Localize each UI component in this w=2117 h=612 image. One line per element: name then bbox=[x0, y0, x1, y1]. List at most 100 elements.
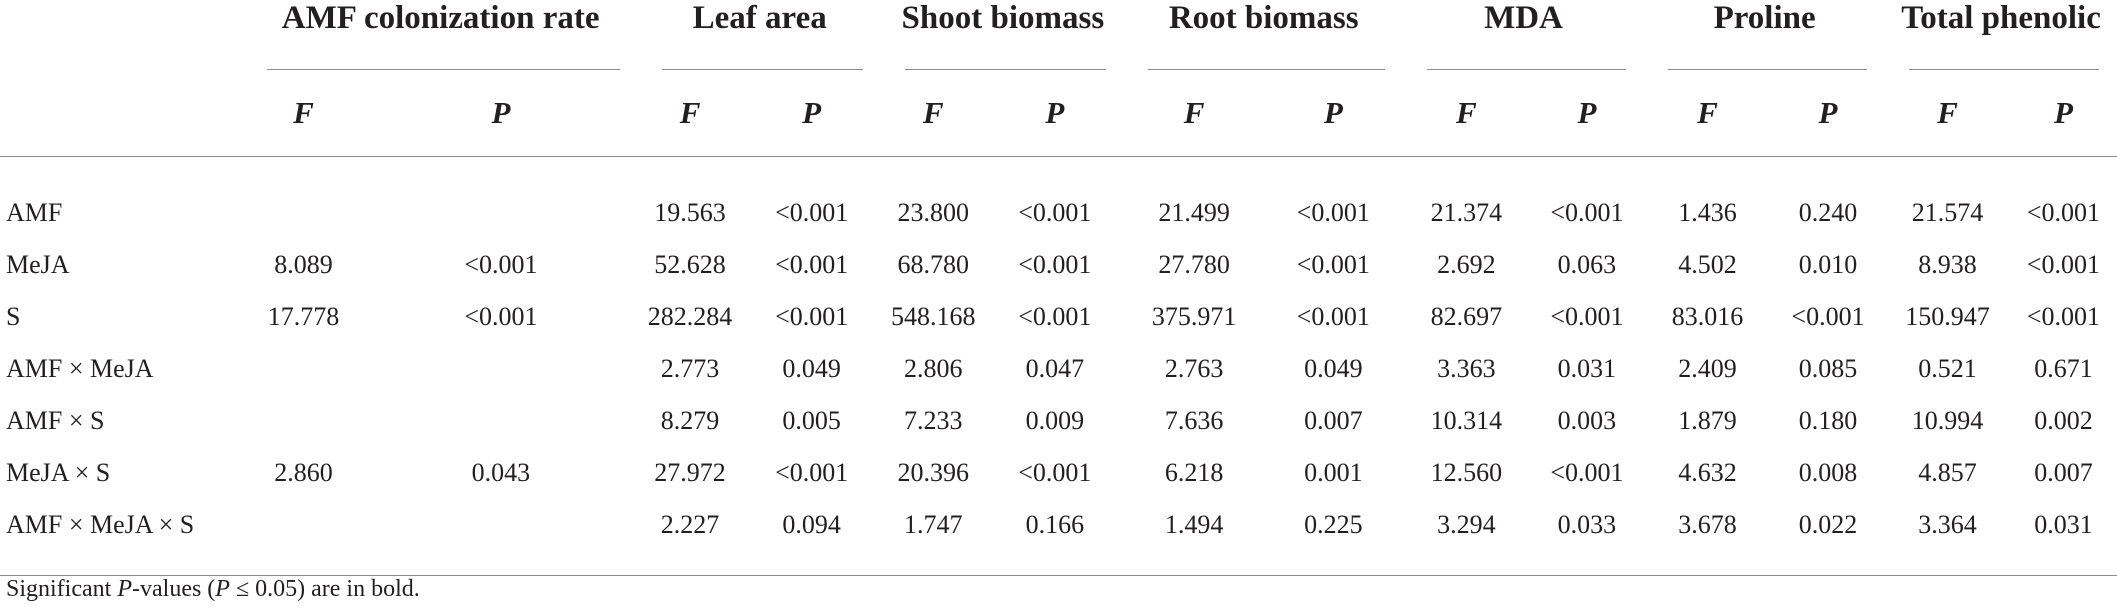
row-label: S bbox=[6, 302, 21, 331]
footnote-mid: -values ( bbox=[132, 576, 216, 602]
corner-cell bbox=[0, 0, 243, 44]
f-value: 2.860 bbox=[274, 458, 333, 487]
f-value: 10.994 bbox=[1911, 406, 1984, 435]
p-value: <0.001 bbox=[1018, 302, 1092, 331]
footnote-p-symbol-2: P bbox=[215, 576, 230, 602]
f-value: 21.374 bbox=[1430, 198, 1503, 227]
subheader-p: P bbox=[1577, 95, 1597, 130]
f-value: 17.778 bbox=[267, 302, 340, 331]
p-value: <0.001 bbox=[1296, 198, 1370, 227]
p-value: <0.001 bbox=[775, 458, 849, 487]
f-value: 19.563 bbox=[654, 198, 726, 227]
p-value: 0.022 bbox=[1798, 510, 1858, 539]
f-value: 4.632 bbox=[1678, 458, 1737, 487]
f-value: 8.938 bbox=[1918, 250, 1977, 279]
f-value: 20.396 bbox=[897, 458, 969, 487]
f-value: 1.436 bbox=[1678, 198, 1737, 227]
table-row: S 17.778 <0.001 282.284 <0.001 548.168 <0.001 3… bbox=[0, 291, 2117, 343]
p-value: <0.001 bbox=[1550, 198, 1624, 227]
p-value: 0.225 bbox=[1304, 510, 1363, 539]
f-value: 1.747 bbox=[903, 510, 963, 539]
p-value: 0.180 bbox=[1798, 406, 1858, 435]
group-header-root-biomass: Root biomass bbox=[1168, 0, 1359, 36]
table-row: AMF × MeJA × S 2.227 0.094 1.747 0.166 1.494 0… bbox=[0, 499, 2117, 551]
table-body: AMF 19.563 <0.001 23.800 <0.001 21.499 <0.001 2… bbox=[0, 156, 2117, 576]
footnote-p-symbol: P bbox=[117, 576, 132, 602]
f-value: 23.800 bbox=[897, 198, 969, 227]
row-label: AMF × MeJA × S bbox=[6, 510, 195, 539]
p-value: 0.049 bbox=[1304, 354, 1363, 383]
p-value: <0.001 bbox=[775, 250, 849, 279]
p-value bbox=[364, 343, 638, 395]
anova-table: AMF colonization rate Leaf area Shoot biom… bbox=[0, 0, 2117, 576]
f-value bbox=[243, 395, 364, 447]
table-row: MeJA × S 2.860 0.043 27.972 <0.001 20.396 <0.0… bbox=[0, 447, 2117, 499]
subheader-f: F bbox=[679, 95, 701, 130]
p-value: 0.166 bbox=[1025, 510, 1085, 539]
p-value bbox=[364, 499, 638, 551]
p-value: <0.001 bbox=[1018, 250, 1092, 279]
group-rule bbox=[1124, 44, 1403, 70]
f-value: 2.763 bbox=[1164, 354, 1224, 383]
group-rule bbox=[881, 44, 1124, 70]
f-value: 27.972 bbox=[654, 458, 726, 487]
subheader-p: P bbox=[1818, 95, 1838, 130]
f-value: 3.364 bbox=[1918, 510, 1977, 539]
group-header-leaf-area: Leaf area bbox=[692, 0, 827, 36]
p-value: <0.001 bbox=[775, 302, 849, 331]
f-value: 82.697 bbox=[1430, 302, 1503, 331]
f-value: 1.879 bbox=[1678, 406, 1737, 435]
f-value bbox=[243, 499, 364, 551]
p-value: <0.001 bbox=[1550, 302, 1624, 331]
p-value: <0.001 bbox=[1018, 198, 1092, 227]
p-value: <0.001 bbox=[1018, 458, 1092, 487]
f-value: 548.168 bbox=[890, 302, 976, 331]
subheader-f: F bbox=[293, 95, 314, 130]
row-label: MeJA bbox=[6, 250, 70, 279]
table-footnote: Significant P-values (P ≤ 0.05) are in b… bbox=[6, 576, 420, 603]
subheader-f: F bbox=[1697, 95, 1718, 130]
f-value: 21.499 bbox=[1158, 198, 1230, 227]
f-value: 52.628 bbox=[654, 250, 726, 279]
group-header-shoot-biomass: Shoot biomass bbox=[901, 0, 1105, 36]
p-value: 0.671 bbox=[2034, 354, 2093, 383]
p-value: <0.001 bbox=[1550, 458, 1624, 487]
row-label: MeJA × S bbox=[6, 458, 111, 487]
p-value: 0.047 bbox=[1025, 354, 1085, 383]
p-value: 0.010 bbox=[1798, 250, 1858, 279]
row-label: AMF × MeJA bbox=[6, 354, 154, 383]
p-value: 0.085 bbox=[1798, 354, 1858, 383]
f-value: 83.016 bbox=[1671, 302, 1744, 331]
group-header-proline: Proline bbox=[1713, 0, 1816, 36]
f-value: 2.692 bbox=[1437, 250, 1496, 279]
subheader-p: P bbox=[802, 95, 822, 130]
p-value: <0.001 bbox=[1296, 250, 1370, 279]
subheader-f: F bbox=[1456, 95, 1477, 130]
table-row: AMF × S 8.279 0.005 7.233 0.009 7.636 0.007 10.… bbox=[0, 395, 2117, 447]
footnote-post: ≤ 0.05) are in bold. bbox=[229, 576, 420, 602]
f-value: 2.806 bbox=[903, 354, 963, 383]
subheader-p: P bbox=[1323, 95, 1343, 130]
subheader-p: P bbox=[1045, 95, 1065, 130]
f-value bbox=[243, 343, 364, 395]
f-value: 3.678 bbox=[1678, 510, 1737, 539]
p-value bbox=[364, 187, 638, 239]
p-value: 0.063 bbox=[1557, 250, 1617, 279]
p-value: <0.001 bbox=[2026, 302, 2101, 331]
table-row: AMF 19.563 <0.001 23.800 <0.001 21.499 <0.001 2… bbox=[0, 187, 2117, 239]
f-value: 12.560 bbox=[1430, 458, 1503, 487]
f-value: 1.494 bbox=[1164, 510, 1224, 539]
subheader-p: P bbox=[491, 95, 511, 130]
group-rule bbox=[243, 44, 638, 70]
f-value: 4.502 bbox=[1678, 250, 1737, 279]
group-rule-row bbox=[0, 44, 2117, 70]
p-value: 0.031 bbox=[1557, 354, 1617, 383]
group-rule bbox=[1885, 44, 2117, 70]
f-value: 2.773 bbox=[660, 354, 720, 383]
f-value: 375.971 bbox=[1151, 302, 1237, 331]
p-value: <0.001 bbox=[1791, 302, 1865, 331]
f-value: 27.780 bbox=[1158, 250, 1230, 279]
p-value: <0.001 bbox=[2026, 250, 2101, 279]
f-value: 10.314 bbox=[1430, 406, 1503, 435]
p-value: <0.001 bbox=[2026, 198, 2101, 227]
